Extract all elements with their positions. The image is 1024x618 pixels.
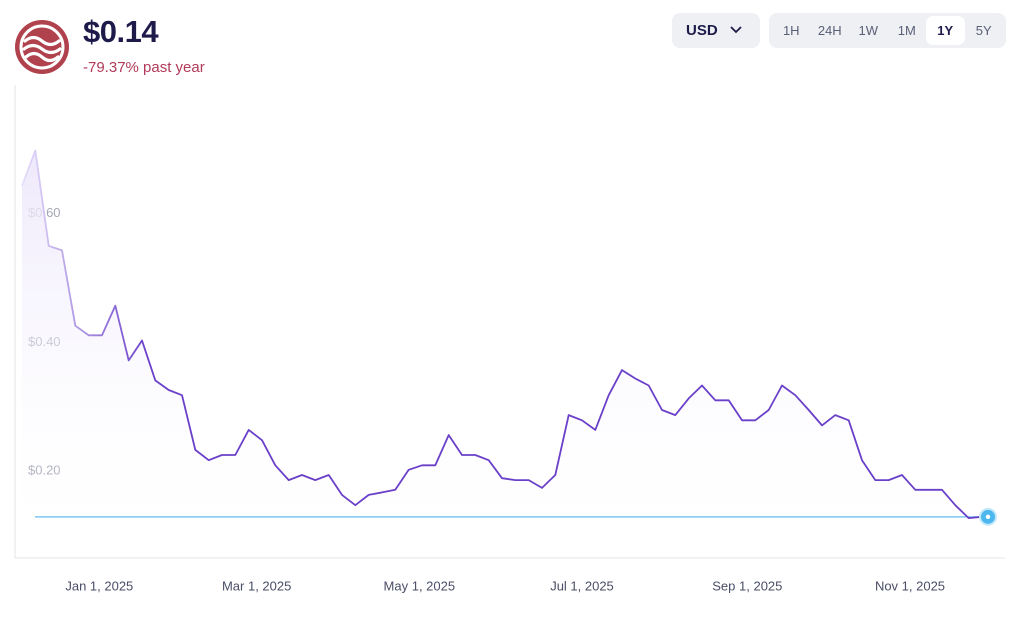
currency-select[interactable]: USD: [672, 13, 760, 48]
range-button[interactable]: 5Y: [975, 23, 992, 38]
currency-label: USD: [686, 22, 718, 39]
price: $0.14: [83, 14, 159, 49]
range-button[interactable]: 1M: [897, 23, 916, 38]
range-button[interactable]: 1W: [858, 23, 879, 38]
range-button[interactable]: 24H: [817, 23, 842, 38]
price-change: -79.37% past year: [83, 59, 205, 76]
range-button[interactable]: 1Y: [926, 16, 965, 45]
price-line: [21, 149, 983, 519]
range-button[interactable]: 1H: [782, 23, 800, 38]
current-point-center: [985, 514, 991, 520]
logo: [15, 20, 69, 74]
x-tick-label: May 1, 2025: [384, 578, 456, 593]
x-tick-label: Jan 1, 2025: [65, 578, 133, 593]
chevron: [730, 26, 742, 34]
x-tick-label: Sep 1, 2025: [712, 578, 782, 593]
x-tick-label: Mar 1, 2025: [222, 578, 291, 593]
area-fill: [22, 150, 982, 558]
x-tick-label: Jul 1, 2025: [550, 578, 614, 593]
range-selector: 1H 24H 1W 1M 1Y 5Y: [769, 13, 1006, 48]
x-tick-label: Nov 1, 2025: [875, 578, 945, 593]
